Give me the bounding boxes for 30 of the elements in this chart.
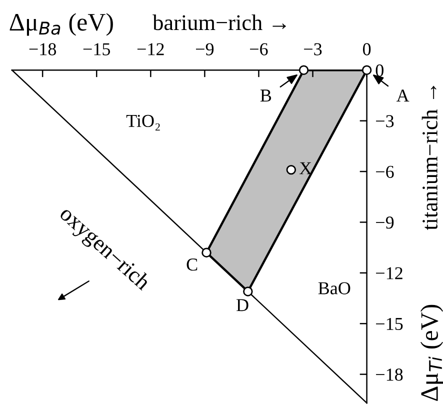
annotation: B [260, 90, 272, 102]
annotation: C [186, 258, 198, 271]
y-tick-label: −12 [376, 267, 402, 280]
point [202, 248, 212, 258]
annotation: X [299, 162, 312, 174]
x-tick-label: −12 [137, 43, 164, 56]
x-tick-label: −9 [196, 43, 214, 56]
point [362, 65, 372, 75]
annotation: D [236, 299, 248, 312]
x-tick-label: −15 [83, 43, 110, 56]
x-tick-label: −6 [250, 43, 268, 56]
y-tick-label: −9 [376, 216, 394, 229]
text: barium−rich → [152, 14, 286, 30]
point [286, 164, 296, 175]
annotation: TiO₂ [126, 114, 160, 131]
y-axis-title: Δμ$_{Ti}$ (eV) [420, 304, 443, 401]
x-tick-label: −18 [29, 43, 56, 56]
x-tick-label: 0 [362, 43, 371, 56]
x-tick-label: −3 [304, 43, 322, 56]
y-tick-label: −6 [376, 166, 394, 178]
y-tick-label: −15 [376, 318, 403, 330]
text: titanium−rich → [422, 86, 438, 230]
y-tick-label: 0 [376, 64, 384, 77]
y-tick-label: −3 [376, 115, 394, 128]
x-axis-title: Δμ$_{Ba}$ (eV) [10, 13, 113, 36]
annotation: BaO [318, 282, 350, 294]
point [243, 286, 253, 296]
text: A [396, 90, 410, 102]
point [298, 65, 309, 75]
y-tick-label: −18 [376, 368, 403, 381]
